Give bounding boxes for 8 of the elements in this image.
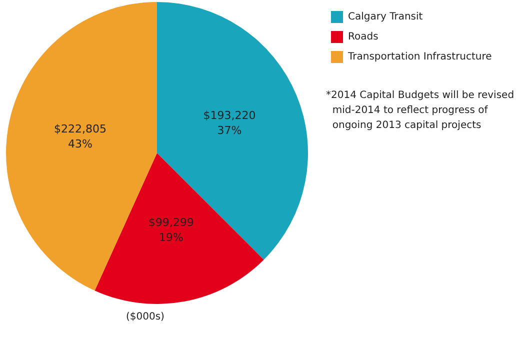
- text: *2014 Capital Budgets will be revised mid-2014 to reflect progress of ongoing 2013 capital projects: [326, 90, 514, 131]
- legend-label: Roads: [348, 32, 378, 42]
- data-label: $99,299 19%: [148, 216, 194, 244]
- legend-label: Calgary Transit: [348, 12, 423, 22]
- data-label: $193,220 37%: [203, 108, 256, 137]
- legend-label: Transportation Infrastructure: [347, 52, 492, 62]
- data-label: $222,805 43%: [54, 122, 107, 150]
- text: ($000s): [126, 312, 165, 322]
